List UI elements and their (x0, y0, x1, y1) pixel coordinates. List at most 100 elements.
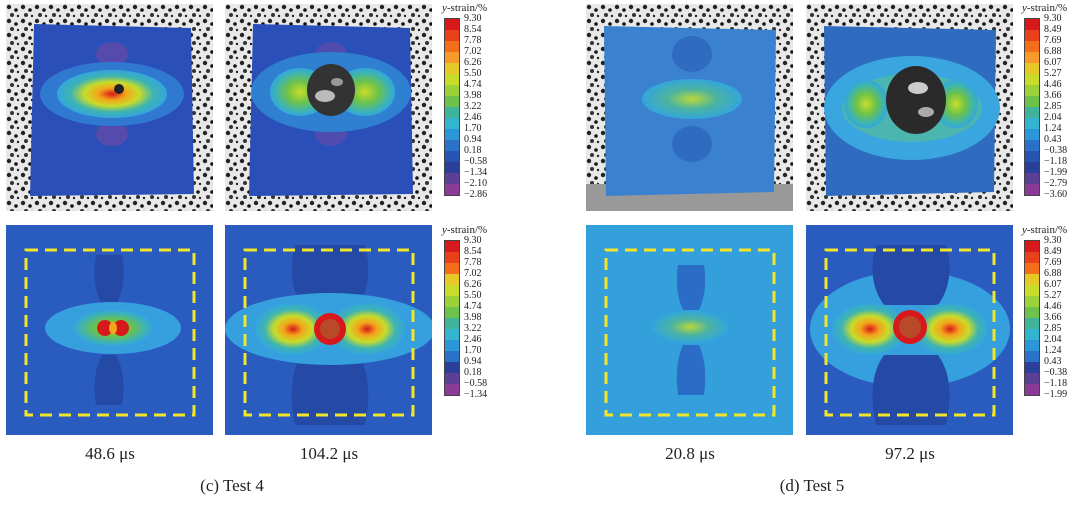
test5-bottom-colorbar: y-strain/% 9.30 8.49 7.69 6.88 6.07 5.27 4.46 3… (1020, 222, 1080, 432)
colorbar-swatch (1025, 184, 1039, 195)
colorbar-tick-label: 5.50 (464, 68, 482, 79)
colorbar-tick-label: 7.78 (464, 257, 482, 268)
colorbar-swatch (445, 173, 459, 184)
colorbar-tick-label: 8.54 (464, 24, 482, 35)
colorbar-tick-label: 3.98 (464, 90, 482, 101)
colorbar-tick-label: 3.22 (464, 101, 482, 112)
colorbar-swatch (445, 85, 459, 96)
colorbar-tick-label: 7.78 (464, 35, 482, 46)
colorbar-tick-label: −3.60 (1044, 189, 1068, 200)
colorbar-swatches (1024, 18, 1040, 196)
colorbar-swatch (1025, 241, 1039, 252)
colorbar-swatch (1025, 252, 1039, 263)
colorbar-swatch (445, 162, 459, 173)
colorbar-tick-label: 0.43 (1044, 356, 1062, 367)
test5-dic-image-t1 (586, 4, 793, 211)
colorbar-tick-label: 7.02 (464, 46, 482, 57)
colorbar-tick-label: 2.04 (1044, 112, 1062, 123)
colorbar-tick-label: 2.46 (464, 112, 482, 123)
colorbar-tick-label: −1.99 (1044, 167, 1068, 178)
colorbar-tick-label: −0.58 (464, 378, 488, 389)
colorbar-tick-label: −2.10 (464, 178, 488, 189)
colorbar-swatch (445, 107, 459, 118)
colorbar-swatch (445, 96, 459, 107)
test4-top-colorbar: y-strain/% 9.30 8.54 7.78 7.02 6.26 5.50 4.74 3… (440, 0, 510, 215)
test5-sim-image-t1 (586, 225, 793, 435)
colorbar-tick-label: 9.30 (464, 13, 482, 24)
colorbar-swatch (1025, 151, 1039, 162)
colorbar-swatch (1025, 85, 1039, 96)
colorbar-swatch (445, 41, 459, 52)
colorbar-swatch (445, 285, 459, 296)
colorbar-swatch (1025, 107, 1039, 118)
test4-sim-image-t2 (225, 225, 432, 435)
colorbar-tick-label: 8.49 (1044, 246, 1062, 257)
colorbar-tick-label: 4.46 (1044, 79, 1062, 90)
colorbar-tick-label: 0.94 (464, 356, 482, 367)
colorbar-tick-label: 9.30 (464, 235, 482, 246)
colorbar-tick-label: 4.74 (464, 301, 482, 312)
colorbar-tick-label: −1.18 (1044, 156, 1068, 167)
colorbar-tick-label: 5.27 (1044, 290, 1062, 301)
test5-sim-image-t2 (806, 225, 1013, 435)
colorbar-swatch (445, 140, 459, 151)
colorbar-tick-label: 0.43 (1044, 134, 1062, 145)
colorbar-swatches (1024, 240, 1040, 396)
colorbar-tick-label: 0.18 (464, 367, 482, 378)
colorbar-tick-label: 8.54 (464, 246, 482, 257)
colorbar-swatch (445, 118, 459, 129)
colorbar-swatch (445, 241, 459, 252)
colorbar-swatch (445, 340, 459, 351)
colorbar-tick-label: −0.38 (1044, 145, 1068, 156)
colorbar-swatch (445, 19, 459, 30)
test4-dic-image-t1 (6, 4, 213, 211)
colorbar-swatch (445, 184, 459, 195)
colorbar-swatch (1025, 263, 1039, 274)
colorbar-tick-label: 2.04 (1044, 334, 1062, 345)
colorbar-tick-label: 1.24 (1044, 345, 1062, 356)
colorbar-swatch (1025, 19, 1039, 30)
colorbar-swatches (444, 240, 460, 396)
colorbar-tick-label: 6.26 (464, 279, 482, 290)
colorbar-title: y-strain/% (1022, 224, 1068, 236)
colorbar-swatch (1025, 52, 1039, 63)
colorbar-tick-label: 2.85 (1044, 323, 1062, 334)
colorbar-swatch (1025, 296, 1039, 307)
colorbar-tick-label: 0.94 (464, 134, 482, 145)
colorbar-tick-label: 6.07 (1044, 279, 1062, 290)
colorbar-tick-label: 1.70 (464, 123, 482, 134)
colorbar-tick-label: 7.69 (1044, 35, 1062, 46)
colorbar-swatch (1025, 274, 1039, 285)
colorbar-swatch (1025, 362, 1039, 373)
colorbar-tick-label: 7.02 (464, 268, 482, 279)
colorbar-swatch (445, 263, 459, 274)
colorbar-tick-label: −0.58 (464, 156, 488, 167)
colorbar-swatch (445, 362, 459, 373)
colorbar-swatch (1025, 318, 1039, 329)
colorbar-tick-label: 4.74 (464, 79, 482, 90)
colorbar-swatch (445, 274, 459, 285)
colorbar-swatch (1025, 351, 1039, 362)
colorbar-swatch (445, 63, 459, 74)
test4-sim-image-t1 (6, 225, 213, 435)
test5-time-label-2: 97.2 μs (885, 444, 935, 463)
colorbar-swatch (1025, 329, 1039, 340)
colorbar-swatch (1025, 118, 1039, 129)
colorbar-tick-label: 6.88 (1044, 268, 1062, 279)
colorbar-tick-label: 0.18 (464, 145, 482, 156)
colorbar-swatch (1025, 41, 1039, 52)
test4-caption: (c) Test 4 (200, 476, 264, 495)
colorbar-tick-label: 9.30 (1044, 13, 1062, 24)
colorbar-tick-label: 6.07 (1044, 57, 1062, 68)
colorbar-tick-label: 1.70 (464, 345, 482, 356)
colorbar-swatch (1025, 30, 1039, 41)
colorbar-swatch (1025, 74, 1039, 85)
test4-dic-image-t2 (225, 4, 432, 211)
colorbar-tick-label: −1.18 (1044, 378, 1068, 389)
colorbar-swatch (445, 74, 459, 85)
colorbar-swatch (1025, 285, 1039, 296)
test5-caption: (d) Test 5 (779, 476, 845, 495)
colorbar-swatch (445, 307, 459, 318)
test4-bottom-colorbar: y-strain/% 9.30 8.54 7.78 7.02 6.26 5.50 4.74 3… (440, 222, 510, 432)
colorbar-tick-label: 5.27 (1044, 68, 1062, 79)
